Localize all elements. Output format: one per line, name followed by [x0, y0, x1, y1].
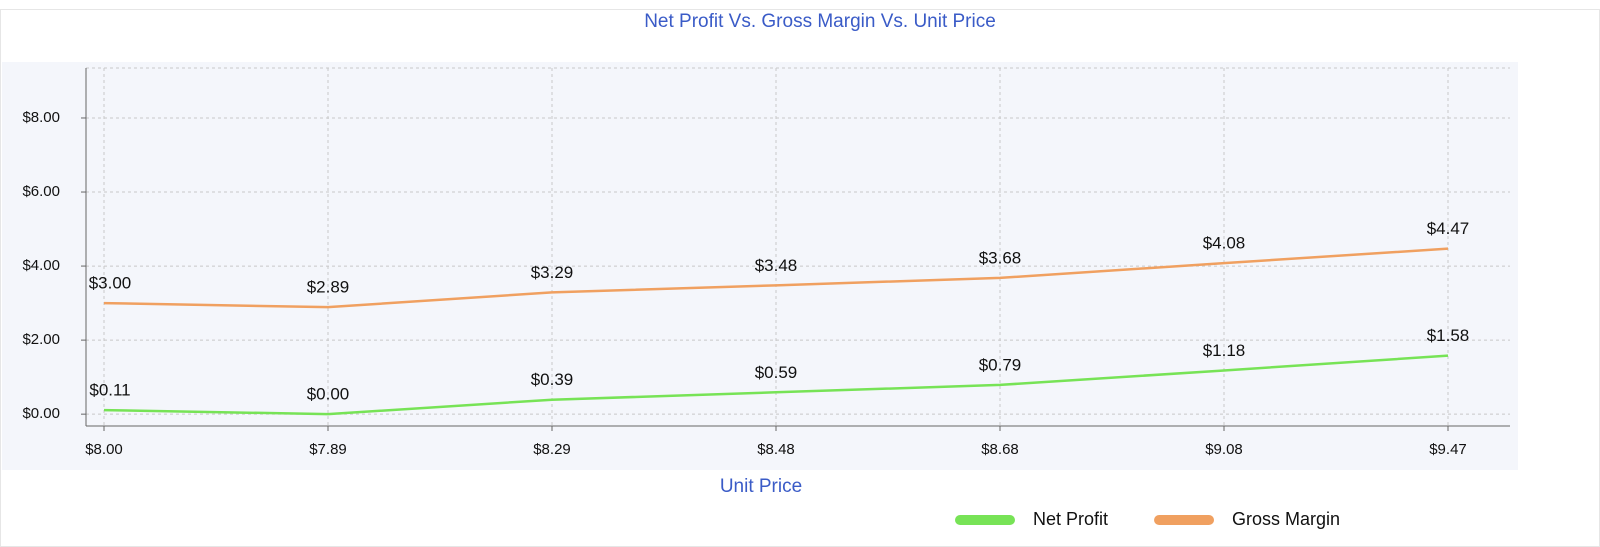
data-label: $2.89 [307, 278, 350, 297]
x-tick-label: $8.29 [533, 441, 571, 458]
series-line [103, 247, 1449, 309]
x-tick-label: $8.48 [757, 441, 795, 458]
legend-swatch [955, 515, 1015, 525]
x-tick-label: $8.68 [981, 441, 1019, 458]
data-label: $3.29 [531, 263, 574, 282]
x-tick-label: $8.00 [85, 441, 123, 458]
x-tick-label: $7.89 [309, 441, 347, 458]
data-label: $4.47 [1427, 219, 1470, 238]
legend-swatch [1154, 515, 1215, 525]
y-tick-label: $2.00 [22, 331, 60, 348]
data-label: $1.58 [1427, 326, 1470, 345]
data-label: $0.11 [89, 381, 130, 400]
series-line [103, 354, 1449, 416]
data-label: $4.08 [1203, 234, 1246, 253]
y-tick-label: $6.00 [22, 183, 60, 200]
y-tick-label: $4.00 [22, 257, 60, 274]
x-tick-label: $9.47 [1429, 441, 1467, 458]
legend-label: Net Profit [1033, 509, 1108, 529]
y-tick-label: $0.00 [22, 405, 60, 422]
data-label: $0.59 [755, 363, 798, 382]
data-label: $0.79 [979, 355, 1022, 374]
data-label: $1.18 [1203, 341, 1246, 360]
x-tick-label: $9.08 [1205, 441, 1243, 458]
x-axis-label: Unit Price [720, 476, 802, 497]
data-label: $0.00 [307, 385, 350, 404]
data-label: $3.68 [979, 248, 1022, 267]
legend-label: Gross Margin [1232, 509, 1340, 529]
y-tick-label: $8.00 [22, 109, 60, 126]
chart-title: Net Profit Vs. Gross Margin Vs. Unit Pri… [644, 11, 996, 32]
data-label: $3.00 [89, 274, 132, 293]
data-label: $0.39 [531, 370, 574, 389]
data-label: $3.48 [755, 256, 798, 275]
